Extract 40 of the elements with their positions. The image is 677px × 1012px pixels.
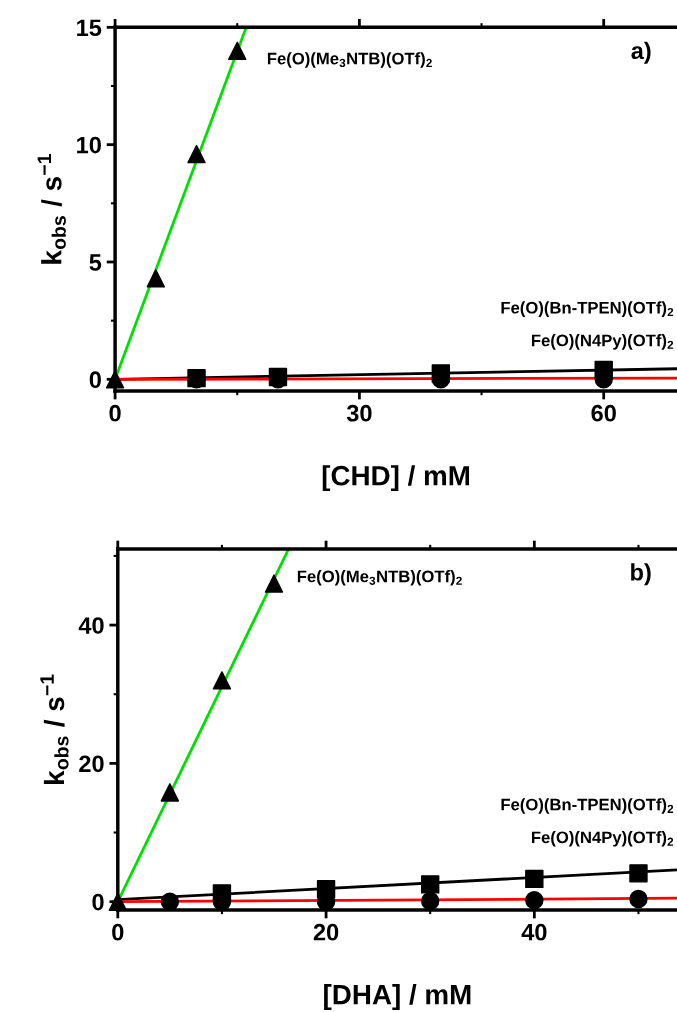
point [160, 892, 180, 911]
point [160, 783, 180, 802]
point [629, 889, 648, 909]
annotation: Fe(O)(Bn-TPEN)(OTf)$_{2}$ [501, 301, 674, 317]
y-tick-label: 0 [89, 371, 101, 389]
y-tick-label: 20 [79, 755, 104, 773]
y-tick-label: 10 [77, 136, 101, 154]
annotation: Fe(O)(N4Py)(OTf)$_{2}$ [531, 831, 674, 847]
x-tick-label: 60 [591, 404, 616, 422]
x-tick-label: 20 [313, 923, 339, 941]
point [421, 875, 440, 894]
y-tick-label: 0 [92, 893, 104, 911]
point [629, 864, 648, 883]
point [228, 41, 247, 60]
point [146, 269, 166, 288]
x-tick-label: 30 [346, 404, 372, 422]
x-axis-title: [CHD] / mM [322, 465, 470, 492]
point [421, 891, 440, 911]
point [525, 891, 544, 910]
y-axis-title: k$_{obs}$ / s$^{−1}$ [37, 154, 66, 264]
point [212, 671, 232, 690]
point [525, 869, 544, 889]
annotation: Fe(O)(Bn-TPEN)(OTf)$_{2}$ [501, 798, 674, 814]
annotation: Fe(O)(Me$_{3}$NTB)(OTf)$_{2}$ [297, 570, 462, 586]
point [187, 144, 206, 164]
x-tick-label: 0 [109, 404, 121, 422]
point [105, 370, 125, 389]
y-axis-title: k$_{obs}$ / s$^{−1}$ [40, 674, 69, 784]
x-axis-title: [DHA] / mM [324, 984, 471, 1010]
y-tick-label: 40 [78, 617, 104, 634]
annotation: a) [631, 41, 651, 64]
annotation: Fe(O)(N4Py)(OTf)$_{2}$ [531, 334, 674, 350]
point [264, 574, 284, 593]
x-tick-label: 40 [521, 923, 547, 941]
x-tick-label: 0 [112, 923, 124, 941]
y-tick-label: 15 [77, 19, 102, 37]
annotation: Fe(O)(Me$_{3}$NTB)(OTf)$_{2}$ [267, 52, 432, 68]
point [108, 892, 127, 911]
annotation: b) [631, 563, 651, 586]
y-tick-label: 5 [89, 254, 102, 271]
